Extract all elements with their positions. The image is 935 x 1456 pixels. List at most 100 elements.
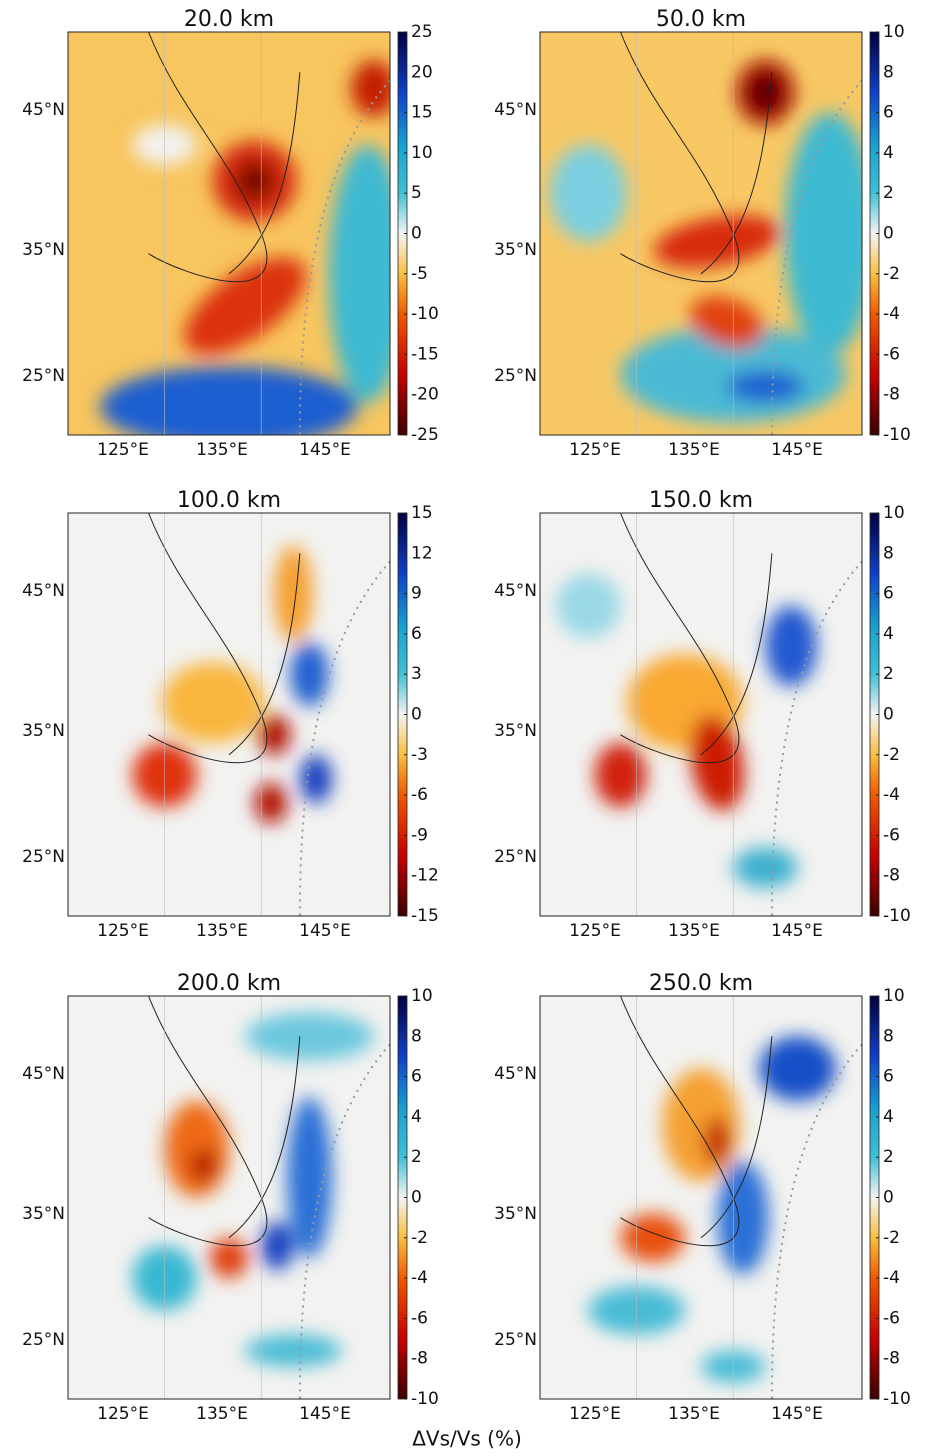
anomaly (765, 605, 817, 687)
lon-tick-label: 145°E (771, 1404, 823, 1424)
lat-tick-label: 25°N (494, 847, 537, 867)
lon-tick-label: 135°E (196, 921, 248, 941)
lon-tick-label: 135°E (668, 921, 720, 941)
colorbar-tick-label: 10 (411, 986, 433, 1006)
colorbar-tick-label: -6 (411, 785, 428, 805)
map (68, 513, 390, 916)
panel-title: 250.0 km (649, 971, 753, 996)
lat-tick-label: 35°N (22, 240, 65, 260)
lat-tick-label: 35°N (494, 1204, 537, 1224)
colorbar-tick-label: 0 (411, 1188, 422, 1208)
anomaly (254, 783, 287, 824)
colorbar-tick-label: -10 (411, 1389, 439, 1409)
colorbar-tick-label: 10 (411, 143, 433, 163)
colorbar-tick-label: -2 (883, 745, 900, 765)
colorbar-tick-label: -5 (411, 264, 428, 284)
colorbar-tick-label: -10 (883, 425, 911, 445)
trench (770, 79, 862, 435)
colorbar-tick-label: 20 (411, 62, 433, 82)
colorbar-tick-label: 0 (411, 705, 422, 725)
colorbar-tick-label: -8 (883, 1349, 900, 1369)
colorbar-tick-label: 2 (883, 183, 894, 203)
map (540, 32, 862, 435)
colorbar-tick-label: 4 (883, 143, 894, 163)
lat-tick-label: 45°N (494, 100, 537, 120)
panel-title: 50.0 km (656, 7, 746, 32)
panel-title: 100.0 km (177, 488, 281, 513)
colorbar-tick-label: -10 (883, 1389, 911, 1409)
panel-title: 150.0 km (649, 488, 753, 513)
colorbar-tick-label: 5 (411, 183, 422, 203)
lat-tick-label: 35°N (494, 240, 537, 260)
lon-tick-label: 125°E (569, 440, 621, 460)
colorbar-tick-label: 0 (883, 224, 894, 244)
colorbar-tick-label: 6 (411, 624, 422, 644)
map (540, 513, 862, 916)
anomaly (164, 1100, 229, 1198)
lon-tick-label: 125°E (569, 1404, 621, 1424)
colorbar-tick-label: 6 (411, 1067, 422, 1087)
lat-tick-label: 45°N (494, 1064, 537, 1084)
anomaly (758, 1036, 837, 1101)
lat-tick-label: 35°N (22, 721, 65, 741)
colorbar-tick-label: 8 (883, 62, 894, 82)
colorbar-tick-label: -2 (883, 264, 900, 284)
colorbar-tick-label: -25 (411, 425, 439, 445)
colorbar-tick-label: -8 (883, 385, 900, 405)
colorbar-tick-label: 10 (883, 986, 905, 1006)
lon-tick-label: 135°E (196, 1404, 248, 1424)
colorbar-tick-label: 6 (883, 1067, 894, 1087)
colorbar-tick-label: 8 (411, 1026, 422, 1046)
colorbar-tick-label: 8 (883, 543, 894, 563)
colorbar-tick-label: -6 (883, 1308, 900, 1328)
map-frame (67, 31, 391, 436)
lon-tick-label: 145°E (771, 440, 823, 460)
anomalies (588, 1036, 837, 1383)
colorbar-tick-label: -4 (883, 785, 900, 805)
colorbar-tick-label: 2 (411, 1147, 422, 1167)
colorbar-tick-label: -3 (411, 745, 428, 765)
anomaly (726, 370, 805, 403)
colorbar-tick-label: 3 (411, 664, 422, 684)
trench (298, 79, 390, 435)
map (540, 996, 862, 1399)
colorbar-tick-label: 25 (411, 22, 433, 42)
colorbar-tick-label: 10 (883, 503, 905, 523)
lat-tick-label: 45°N (22, 1064, 65, 1084)
lon-tick-label: 145°E (299, 440, 351, 460)
colorbar-tick-label: -4 (411, 1268, 428, 1288)
map-background (68, 996, 390, 1399)
anomaly (689, 295, 764, 349)
map (68, 996, 390, 1399)
map-frame (67, 512, 391, 917)
colorbar-tick-label: -10 (883, 906, 911, 926)
anomaly (209, 1237, 249, 1279)
anomaly (690, 715, 744, 811)
lon-tick-label: 145°E (299, 921, 351, 941)
panel-title: 200.0 km (177, 971, 281, 996)
colorbar-tick-label: -4 (883, 304, 900, 324)
colorbar-tick-label: -6 (411, 1308, 428, 1328)
colorbar-tick-label: 8 (883, 1026, 894, 1046)
colorbar-label: ΔVs/Vs (%) (412, 1427, 522, 1451)
colorbar-tick-label: 0 (411, 224, 422, 244)
lat-tick-label: 45°N (22, 100, 65, 120)
anomaly (653, 215, 781, 268)
anomaly (752, 76, 779, 109)
colorbar-tick-label: 10 (883, 22, 905, 42)
colorbar-tick-label: -6 (883, 825, 900, 845)
colorbar-tick-label: -2 (411, 1228, 428, 1248)
anomaly (261, 1221, 294, 1271)
colorbar-tick-label: -12 (411, 866, 439, 886)
map (68, 32, 390, 435)
colorbar-tick-label: 0 (883, 1188, 894, 1208)
colorbar-tick-label: 9 (411, 584, 422, 604)
lon-tick-label: 135°E (668, 440, 720, 460)
trench (298, 1043, 390, 1399)
lat-tick-label: 25°N (22, 1330, 65, 1350)
anomaly (733, 847, 798, 888)
colorbar-tick-label: 15 (411, 103, 433, 123)
colorbar-tick-label: -8 (883, 866, 900, 886)
anomaly (594, 742, 647, 808)
panel-title: 20.0 km (184, 7, 274, 32)
